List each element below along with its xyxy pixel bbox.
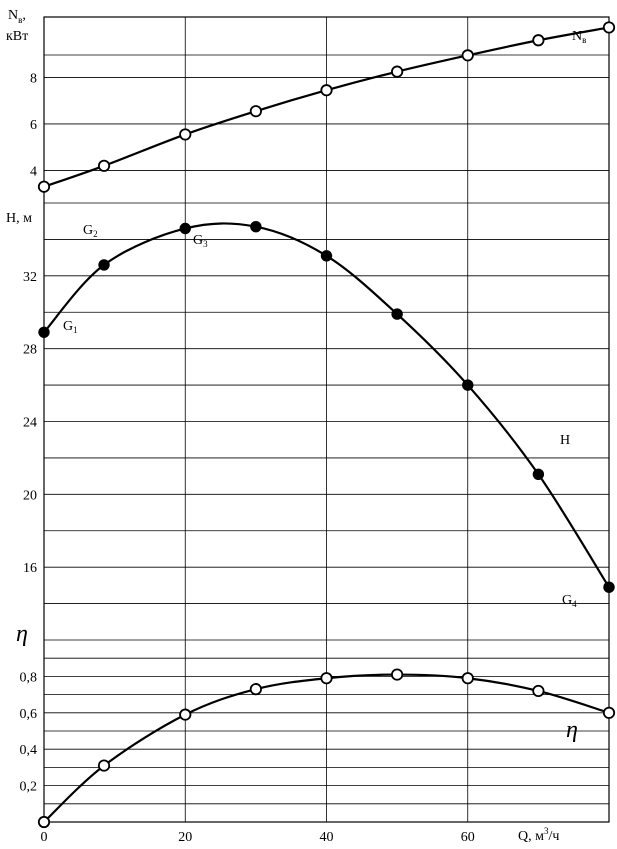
efficiency-data-point [37, 815, 51, 829]
power-data-point [249, 105, 262, 118]
g1-label: G1 [63, 319, 78, 335]
x-tick-label: 60 [461, 830, 475, 845]
power-series-label: Nв [572, 29, 586, 45]
power-data-point [461, 49, 474, 62]
head-data-point [603, 581, 615, 593]
efficiency-data-point [532, 684, 545, 698]
efficiency-data-point [97, 759, 111, 772]
g3-label: G3 [193, 233, 208, 249]
power-data-point [37, 180, 51, 193]
head-ytick-label: 20 [23, 488, 37, 503]
head-ytick-label: 28 [23, 343, 37, 358]
x-tick-label: 40 [320, 830, 334, 845]
head-ytick-label: 24 [23, 416, 37, 431]
head-data-point [532, 468, 545, 481]
efficiency-ytick-label: 0,4 [20, 743, 38, 758]
efficiency-ylabel: η [16, 621, 28, 647]
head-data-point [250, 220, 262, 233]
power-data-point [97, 159, 111, 172]
power-ytick-label: 4 [30, 164, 37, 179]
power-data-point [602, 21, 616, 34]
efficiency-data-point [320, 672, 333, 685]
power-yunit: кВт [6, 29, 28, 44]
head-data-point [98, 259, 110, 271]
efficiency-data-point [602, 706, 616, 719]
head-data-point [38, 326, 50, 338]
x-axis-label: Q, м3/ч [518, 826, 559, 844]
efficiency-series-label: η [566, 717, 578, 743]
head-series-line [43, 222, 610, 588]
x-tick-label: 20 [178, 830, 192, 845]
power-ytick-label: 8 [30, 71, 37, 86]
head-series-label: H [560, 433, 570, 448]
g2-label: G2 [83, 223, 98, 239]
head-data-point [462, 379, 474, 391]
head-data-point [391, 308, 403, 320]
efficiency-ytick-label: 0,8 [20, 670, 38, 685]
efficiency-data-point [391, 668, 404, 681]
head-ytick-label: 32 [23, 270, 37, 285]
power-data-point [179, 128, 192, 141]
head-data-point [179, 222, 191, 235]
head-ytick-label: 16 [23, 561, 37, 576]
g4-label: G4 [562, 593, 577, 609]
x-tick-label: 0 [41, 830, 48, 845]
efficiency-data-point [179, 708, 192, 721]
power-data-point [532, 34, 545, 47]
power-data-point [320, 84, 333, 97]
head-data-point [320, 250, 333, 262]
labels: Nв, кВт H, м η Nв H η G1 G2 G3 G4 Q, м3/… [6, 8, 586, 845]
power-ytick-label: 6 [30, 118, 37, 133]
plot-frame [43, 16, 610, 823]
efficiency-ytick-label: 0,2 [20, 780, 38, 795]
efficiency-ytick-label: 0,6 [20, 707, 38, 722]
head-ylabel: H, м [6, 211, 32, 226]
power-data-point [391, 65, 404, 78]
data-points [37, 21, 616, 829]
efficiency-data-point [461, 672, 474, 685]
grid [43, 16, 610, 823]
efficiency-data-point [249, 683, 262, 696]
power-ylabel: Nв, [8, 8, 26, 25]
